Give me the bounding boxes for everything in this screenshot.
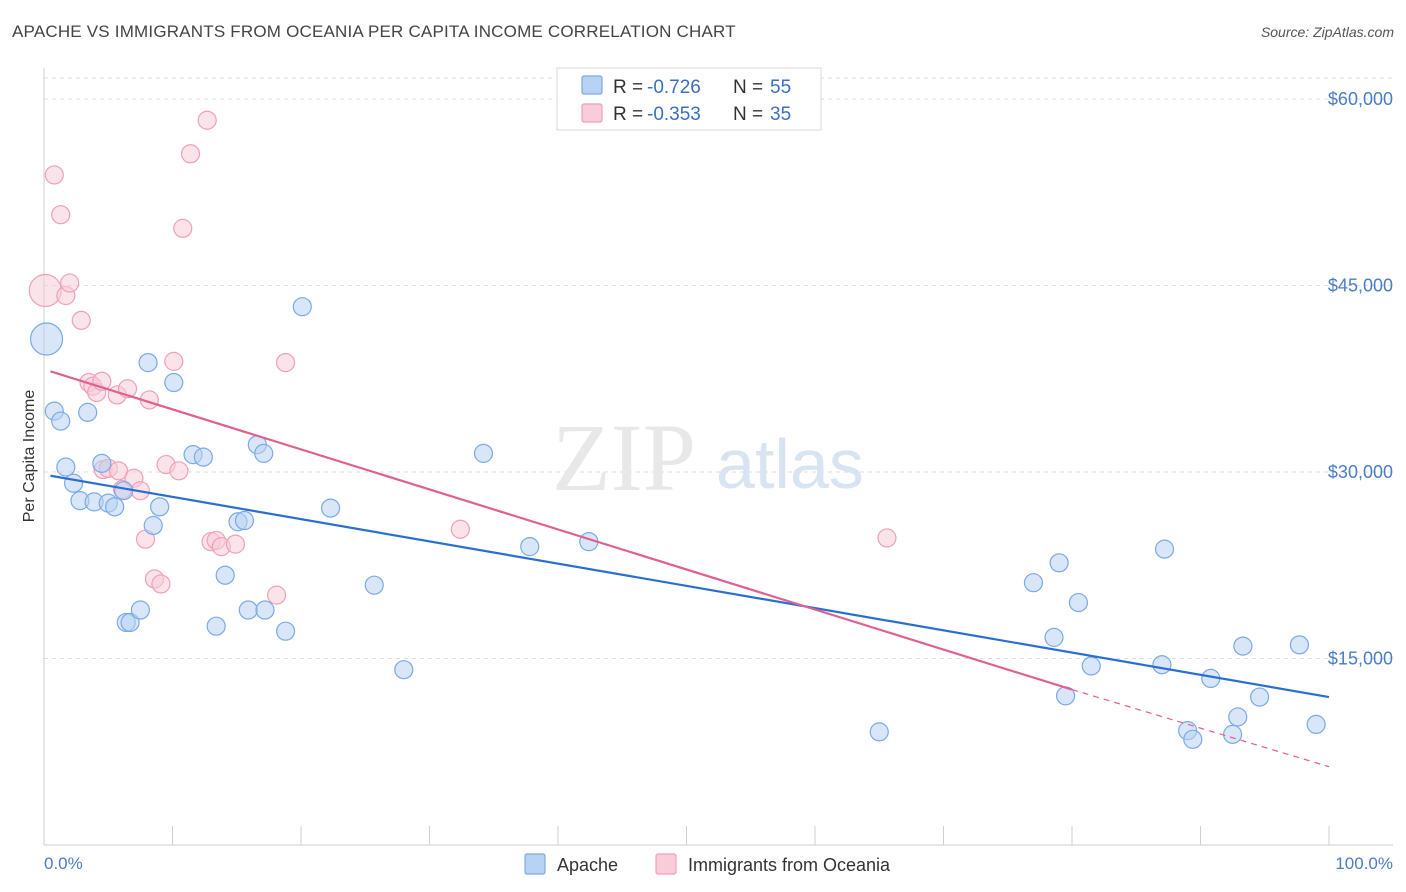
oceania-point-24 [169, 461, 189, 481]
apache-point-11 [114, 481, 134, 501]
oceania-point-13 [108, 461, 129, 481]
apache-point-44 [1152, 655, 1172, 675]
oceania-point-23 [164, 351, 184, 371]
apache-point-2 [51, 411, 71, 431]
apache-point-29 [275, 621, 296, 641]
apache-point-31 [320, 498, 341, 518]
oceania-point-26 [180, 144, 201, 164]
oceania-point-4 [60, 273, 80, 293]
apache-point-49 [1223, 724, 1243, 744]
apache-point-45 [1154, 539, 1175, 559]
oceania-point-5 [71, 310, 91, 330]
apache-point-22 [215, 565, 235, 585]
apache-point-30 [292, 297, 312, 317]
oceania-point-32 [266, 585, 287, 605]
apache-point-0 [29, 322, 64, 356]
apache-point-28 [255, 600, 275, 620]
trendline-oceania-extension [1071, 689, 1330, 768]
bottom-legend-label-apache: Apache [557, 855, 618, 875]
apache-point-40 [1049, 553, 1069, 573]
apache-point-20 [193, 447, 213, 467]
y-tick-labels: $15,000 $30,000 $45,000 $60,000 [1328, 89, 1393, 668]
apache-point-16 [143, 515, 163, 536]
legend-r-label-oceania: R = [613, 104, 643, 125]
y-tick-label-2: $45,000 [1328, 276, 1393, 296]
oceania-point-1 [44, 165, 64, 185]
watermark-zip: ZIP [552, 404, 696, 511]
oceania-point-27 [197, 110, 217, 130]
apache-point-21 [206, 616, 226, 636]
apache-point-50 [1228, 707, 1248, 727]
gridlines [44, 77, 1393, 660]
apache-point-39 [1044, 627, 1064, 647]
y-axis-label: Per Capita Income [21, 390, 38, 523]
legend-n-label-oceania: N = [733, 104, 763, 125]
apache-point-13 [120, 612, 140, 633]
bottom-legend-swatch-oceania [655, 853, 677, 875]
trendline-oceania [50, 370, 1073, 691]
apache-point-33 [394, 660, 414, 680]
oceania-point-34 [450, 519, 470, 539]
oceania-point-35 [877, 528, 897, 548]
trendline-apache [50, 474, 1330, 699]
axes [43, 68, 1393, 846]
y-tick-label-1: $30,000 [1328, 462, 1393, 482]
oceania-point-33 [275, 353, 296, 373]
legend-swatch-oceania [581, 103, 603, 123]
legend-n-label-apache: N = [733, 77, 763, 98]
trendlines [50, 370, 1330, 768]
apache-point-32 [364, 575, 384, 595]
apache-point-35 [520, 537, 540, 557]
apache-point-24 [234, 510, 255, 531]
watermark: ZIP atlas [552, 404, 864, 511]
apache-point-27 [254, 443, 274, 463]
watermark-atlas: atlas [716, 425, 864, 503]
apache-point-3 [56, 457, 76, 477]
oceania-point-31 [225, 534, 246, 554]
bottom-legend: Apache Immigrants from Oceania [524, 853, 891, 875]
legend-swatch-apache [581, 75, 603, 95]
legend-r-value-oceania: -0.353 [647, 104, 701, 125]
chart-title: APACHE VS IMMIGRANTS FROM OCEANIA PER CA… [12, 22, 736, 41]
apache-point-51 [1233, 636, 1253, 656]
apache-point-25 [238, 600, 258, 620]
y-tick-label-3: $60,000 [1328, 89, 1393, 109]
x-tick-label-max: 100.0% [1335, 854, 1393, 873]
apache-point-4 [63, 473, 84, 493]
apache-point-18 [164, 372, 184, 393]
oceania-point-25 [173, 218, 193, 238]
oceania-point-2 [51, 205, 71, 225]
apache-point-17 [150, 497, 170, 517]
apache-point-34 [473, 443, 494, 463]
apache-point-37 [869, 722, 889, 742]
x-tick-label-min: 0.0% [44, 854, 83, 873]
apache-point-15 [138, 353, 158, 373]
legend-box: R = -0.726 N = 55 R = -0.353 N = 35 [556, 67, 822, 131]
apache-point-10 [105, 497, 125, 517]
apache-point-52 [1250, 687, 1270, 707]
x-ticks [43, 826, 1330, 845]
bottom-legend-label-oceania: Immigrants from Oceania [688, 855, 891, 875]
apache-point-8 [92, 453, 112, 473]
oceania-point-21 [151, 574, 171, 594]
apache-point-6 [78, 402, 98, 422]
apache-point-54 [1306, 714, 1326, 735]
apache-point-38 [1023, 573, 1044, 593]
oceania-point-0 [28, 273, 62, 308]
y-tick-label-0: $15,000 [1328, 649, 1393, 669]
apache-point-14 [130, 600, 150, 620]
legend-n-value-oceania: 35 [770, 104, 791, 125]
legend-r-label-apache: R = [613, 77, 643, 98]
legend-r-value-apache: -0.726 [647, 77, 701, 98]
chart-source: Source: ZipAtlas.com [1260, 24, 1394, 40]
apache-point-53 [1289, 635, 1310, 655]
legend-n-value-apache: 55 [770, 77, 791, 98]
apache-point-42 [1068, 592, 1089, 613]
bottom-legend-swatch-apache [524, 853, 546, 875]
apache-point-47 [1183, 729, 1203, 749]
apache-point-43 [1081, 656, 1101, 676]
series-apache-points [29, 297, 1326, 749]
